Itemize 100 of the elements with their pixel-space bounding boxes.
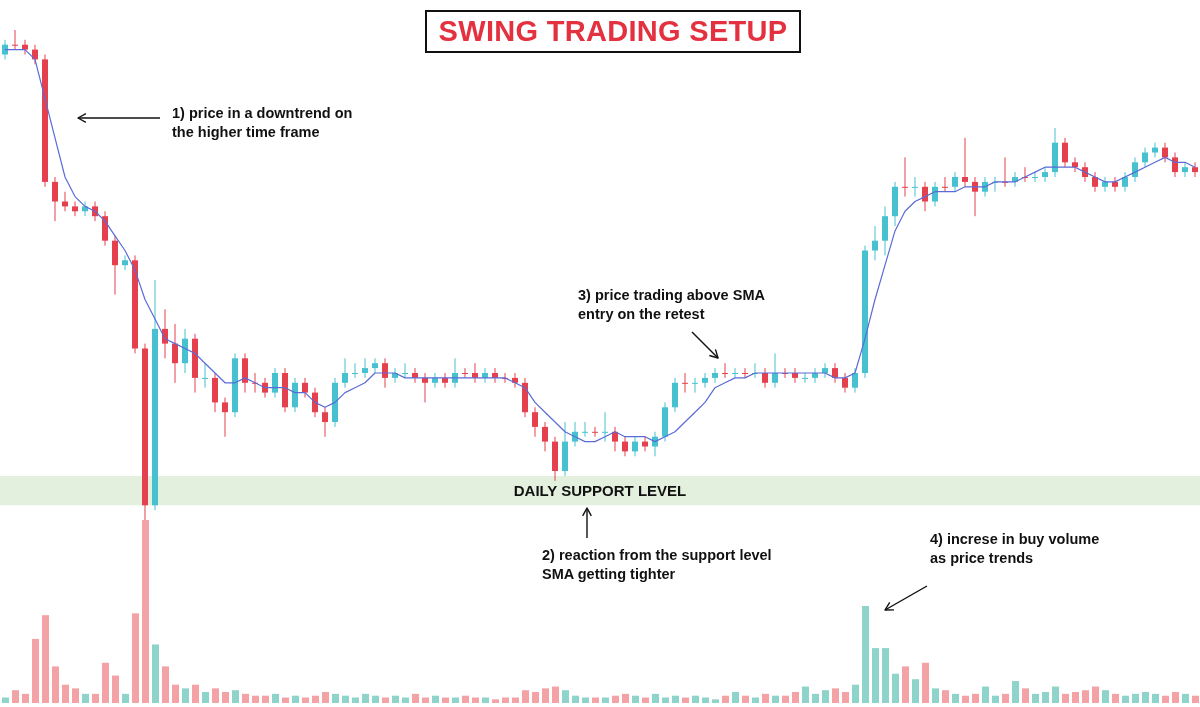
candlestick [302, 377, 308, 398]
bar [1052, 686, 1059, 703]
candlestick [12, 30, 18, 51]
bar [752, 697, 759, 703]
candlestick [2, 39, 8, 60]
bar [552, 686, 559, 703]
bar [972, 693, 979, 703]
bar [612, 695, 619, 703]
bar [1032, 693, 1039, 703]
bar [1142, 692, 1149, 703]
candlestick [582, 421, 588, 438]
bar [372, 695, 379, 703]
candlestick [1042, 166, 1048, 183]
bar [1192, 695, 1199, 703]
bar [772, 695, 779, 703]
bar [422, 697, 429, 703]
bar [1172, 692, 1179, 703]
bar [942, 690, 949, 703]
candlestick [832, 362, 838, 384]
bar [402, 697, 409, 703]
bar [362, 693, 369, 703]
candlestick [622, 436, 628, 457]
candlestick [1152, 142, 1158, 158]
bar [452, 697, 459, 703]
bar [832, 688, 839, 703]
bar [882, 648, 889, 703]
candlestick [22, 39, 28, 55]
candlestick [822, 362, 828, 379]
candlestick [1062, 137, 1068, 168]
bar [152, 644, 159, 703]
bar [382, 697, 389, 703]
chart-title: SWING TRADING SETUP [424, 10, 802, 53]
bar [282, 697, 289, 703]
bar [1062, 693, 1069, 703]
candlestick [1142, 147, 1148, 168]
candlestick [1092, 171, 1098, 193]
bar [702, 697, 709, 703]
bar [602, 697, 609, 703]
bar [72, 688, 79, 703]
bar [592, 697, 599, 703]
annotation: 1) price in a downtrend on the higher time frame [172, 104, 353, 142]
bar [442, 697, 449, 703]
bar [652, 693, 659, 703]
bar [662, 697, 669, 703]
bar [1042, 692, 1049, 703]
candlestick [1132, 156, 1138, 183]
bar [802, 686, 809, 703]
bar [842, 692, 849, 703]
bar [112, 675, 119, 703]
bar [562, 690, 569, 703]
candlestick [222, 397, 228, 438]
bar [1022, 688, 1029, 703]
annotation: 2) reaction from the support level SMA getting tighter [542, 546, 772, 584]
bar [852, 684, 859, 703]
bar [792, 692, 799, 703]
bar [352, 697, 359, 703]
candlestick [842, 372, 848, 394]
bar [1182, 693, 1189, 703]
bar [582, 697, 589, 703]
bar [272, 693, 279, 703]
candlestick [962, 137, 968, 188]
bar [922, 662, 929, 703]
bar [1122, 695, 1129, 703]
bar [62, 684, 69, 703]
bar [532, 692, 539, 703]
bar [482, 697, 489, 703]
bar [692, 695, 699, 703]
annotation: 3) price trading above SMA entry on the retest [578, 286, 765, 324]
bar [1092, 686, 1099, 703]
candlestick [1192, 161, 1198, 178]
bar [412, 693, 419, 703]
candlestick [772, 352, 778, 389]
bar [722, 695, 729, 703]
bar [172, 684, 179, 703]
bar [932, 688, 939, 703]
candlestick [1102, 176, 1108, 193]
candlestick [852, 367, 858, 394]
bar [712, 699, 719, 703]
candlestick [202, 362, 208, 389]
candlestick [72, 201, 78, 217]
candlestick [712, 367, 718, 384]
candlestick [902, 156, 908, 198]
annotation: 4) increse in buy volume as price trends [930, 530, 1100, 568]
bar [672, 695, 679, 703]
bar [392, 695, 399, 703]
bar [252, 695, 259, 703]
bar [132, 613, 139, 703]
candlestick [1122, 171, 1128, 193]
bar [732, 692, 739, 703]
bar [312, 695, 319, 703]
bar [322, 692, 329, 703]
bar [952, 693, 959, 703]
bar [222, 692, 229, 703]
bar [642, 697, 649, 703]
candlestick [1072, 156, 1078, 173]
candlestick [262, 377, 268, 398]
bar [522, 690, 529, 703]
candlestick [542, 421, 548, 452]
bar [862, 606, 869, 703]
bar [182, 688, 189, 703]
